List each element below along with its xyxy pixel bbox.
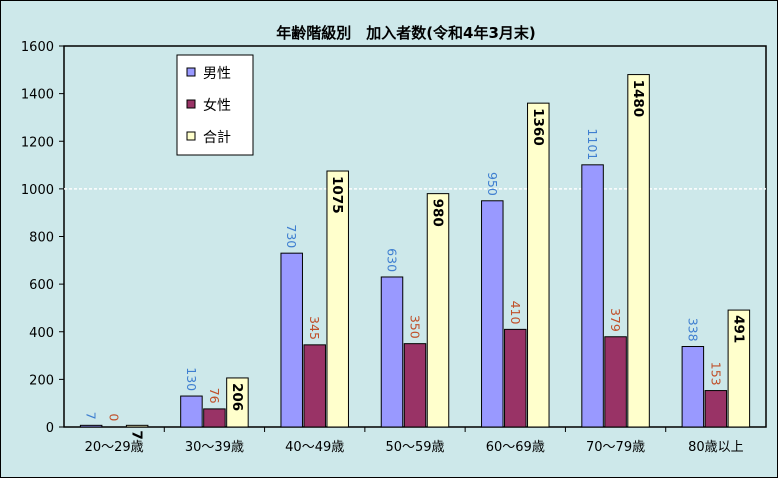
bar (504, 328, 527, 428)
data-label: 630 (385, 248, 400, 272)
legend-label: 男性 (203, 66, 231, 82)
data-label: 950 (485, 172, 500, 196)
x-tick-label: 20〜29歳 (85, 440, 144, 455)
x-tick-label: 60〜69歳 (486, 440, 545, 455)
bar (681, 346, 705, 428)
bar (226, 377, 249, 428)
data-label: 1101 (585, 128, 600, 160)
x-tick-label: 40〜49歳 (285, 440, 344, 455)
data-label: 153 (708, 362, 723, 386)
bar (180, 395, 203, 428)
data-label: 980 (430, 199, 446, 227)
y-tick-label: 1600 (21, 40, 54, 55)
data-label: 338 (685, 318, 700, 342)
data-label: 7 (129, 430, 145, 439)
legend-label: 女性 (203, 97, 231, 114)
bar (527, 102, 550, 428)
bar (627, 74, 650, 428)
data-label: 206 (229, 383, 245, 411)
bar (604, 336, 627, 428)
data-label: 345 (307, 316, 322, 340)
legend-swatch (186, 67, 196, 77)
data-label: 379 (608, 308, 623, 332)
data-label: 730 (284, 224, 299, 248)
bar (581, 164, 604, 428)
x-tick-label: 70〜79歳 (586, 440, 645, 455)
bar (727, 309, 751, 428)
data-label: 350 (408, 315, 423, 339)
legend-swatch (186, 99, 196, 109)
y-tick-label: 1400 (21, 88, 54, 103)
data-label: 76 (207, 388, 222, 404)
data-label: 7 (84, 412, 99, 420)
bar (380, 276, 404, 428)
bar (125, 424, 149, 428)
bar (426, 193, 450, 428)
data-label: 130 (184, 367, 199, 391)
y-tick-label: 1200 (21, 135, 54, 150)
y-tick-label: 400 (29, 326, 54, 341)
bar (280, 252, 303, 428)
x-tick-label: 30〜39歳 (185, 440, 244, 455)
legend-swatch (186, 131, 196, 141)
data-label: 0 (107, 413, 122, 421)
bar (403, 343, 427, 428)
y-tick-label: 0 (46, 421, 54, 436)
bar (203, 408, 226, 428)
y-tick-label: 1000 (21, 183, 54, 198)
bar (79, 424, 103, 428)
y-tick-label: 600 (29, 278, 54, 293)
y-tick-label: 200 (29, 373, 54, 388)
bar (481, 200, 504, 428)
x-tick-label: 80歳以上 (688, 440, 744, 455)
data-label: 1075 (329, 176, 345, 214)
bar (704, 390, 728, 428)
y-tick-label: 800 (29, 231, 54, 246)
data-label: 1360 (530, 108, 546, 146)
legend-label: 合計 (203, 130, 231, 146)
x-tick-label: 50〜59歳 (385, 440, 444, 455)
bar (303, 344, 326, 428)
chart-title: 年齢階級別 加入者数(令和4年3月末) (276, 24, 536, 42)
data-label: 410 (508, 301, 523, 325)
data-label: 1480 (630, 80, 646, 118)
bar (326, 170, 349, 428)
data-label: 491 (730, 315, 746, 343)
